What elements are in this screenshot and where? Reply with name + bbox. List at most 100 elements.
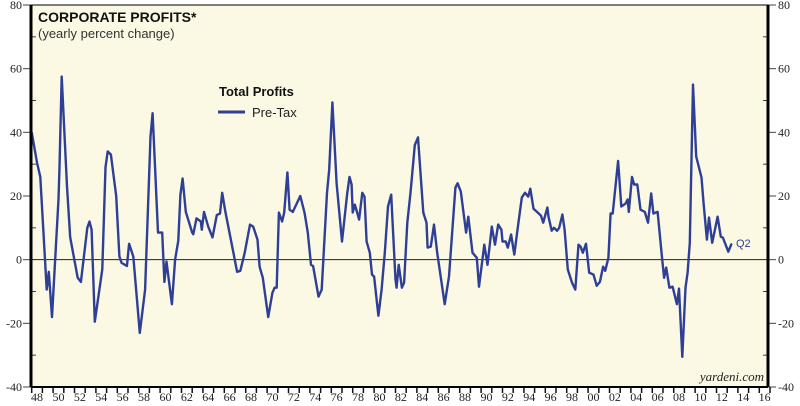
data-point (373, 275, 375, 278)
data-point (678, 288, 680, 290)
data-point (547, 216, 550, 218)
data-point (663, 277, 665, 279)
data-point (403, 281, 405, 284)
data-point (249, 224, 251, 226)
data-point (727, 251, 729, 253)
data-point (278, 211, 280, 214)
y-tick-label-left: -20 (6, 316, 22, 330)
data-point (244, 252, 246, 254)
data-point (216, 214, 218, 216)
data-point (537, 211, 539, 214)
x-tick-label: 92 (502, 390, 514, 404)
data-point (157, 232, 159, 234)
data-point (661, 255, 663, 258)
data-point (476, 257, 478, 259)
x-tick-label: 70 (266, 390, 278, 404)
data-point (650, 192, 652, 195)
data-point (312, 265, 314, 267)
x-tick-label: 06 (652, 390, 664, 404)
data-point (553, 227, 555, 229)
x-tick-label: 68 (245, 390, 257, 404)
x-tick-label: 66 (224, 390, 236, 404)
data-point (259, 266, 261, 268)
data-point (281, 220, 283, 223)
y-tick-label-left: -40 (6, 380, 22, 394)
x-tick-label: 16 (759, 390, 771, 404)
data-point (328, 168, 330, 171)
data-point (267, 316, 269, 318)
x-tick-label: 72 (288, 390, 300, 404)
data-point (516, 229, 519, 231)
data-point (558, 227, 560, 229)
data-point (448, 275, 450, 278)
data-point (351, 183, 353, 186)
data-point (80, 281, 82, 283)
data-point (201, 229, 203, 231)
x-tick-label: 10 (694, 390, 706, 404)
x-tick-label: 98 (566, 390, 578, 404)
data-point (192, 233, 194, 235)
data-point (86, 227, 88, 229)
y-tick-label-left: 20 (10, 189, 22, 203)
y-tick-label-right: 0 (778, 253, 784, 267)
data-point (390, 194, 392, 196)
data-point (582, 252, 584, 254)
data-point (454, 187, 457, 189)
y-tick-label-right: 40 (778, 125, 790, 139)
legend-title: Total Profits (219, 84, 294, 99)
data-point (730, 243, 733, 245)
data-point (574, 288, 576, 291)
data-point (366, 240, 368, 243)
data-point (395, 287, 398, 289)
data-point (571, 281, 573, 284)
data-point (203, 211, 205, 213)
annotation-q2: Q2 (736, 238, 751, 250)
data-point (668, 287, 671, 289)
data-point (69, 236, 71, 238)
data-point (224, 211, 226, 213)
data-point (433, 224, 435, 226)
x-tick-label: 50 (52, 390, 64, 404)
x-tick-label: 78 (352, 390, 364, 404)
data-point (326, 192, 328, 194)
data-point (406, 222, 408, 224)
data-point (563, 229, 566, 231)
data-point (219, 212, 221, 215)
data-point (478, 286, 480, 288)
x-tick-label: 74 (309, 390, 321, 404)
x-tick-label: 64 (202, 390, 214, 404)
data-point (336, 182, 338, 184)
y-tick-label-left: 40 (10, 125, 22, 139)
data-point (252, 225, 254, 228)
y-tick-label-right: 20 (778, 189, 790, 203)
data-point (174, 259, 176, 261)
data-point (636, 183, 638, 186)
data-point (644, 211, 646, 213)
data-point (507, 246, 509, 249)
data-point (500, 229, 503, 231)
data-point (271, 292, 274, 294)
y-tick-label-right: -20 (778, 316, 794, 330)
data-point (394, 279, 397, 281)
data-point (195, 217, 198, 219)
data-point (524, 192, 526, 194)
data-point (171, 303, 173, 305)
x-tick-label: 14 (737, 390, 749, 404)
x-tick-label: 56 (117, 390, 129, 404)
data-point (58, 166, 61, 168)
data-point (346, 192, 348, 194)
data-point (401, 287, 403, 289)
data-point (221, 192, 223, 194)
data-point (532, 208, 535, 210)
x-tick-label: 08 (673, 390, 685, 404)
data-point (165, 260, 168, 263)
y-tick-label-left: 80 (10, 0, 22, 12)
y-tick-label-right: 60 (778, 62, 790, 76)
data-point (588, 272, 590, 274)
data-point (529, 188, 531, 190)
data-point (107, 150, 109, 153)
data-point (236, 271, 238, 273)
data-point (361, 192, 363, 194)
data-point (486, 264, 489, 266)
data-point (384, 252, 386, 254)
